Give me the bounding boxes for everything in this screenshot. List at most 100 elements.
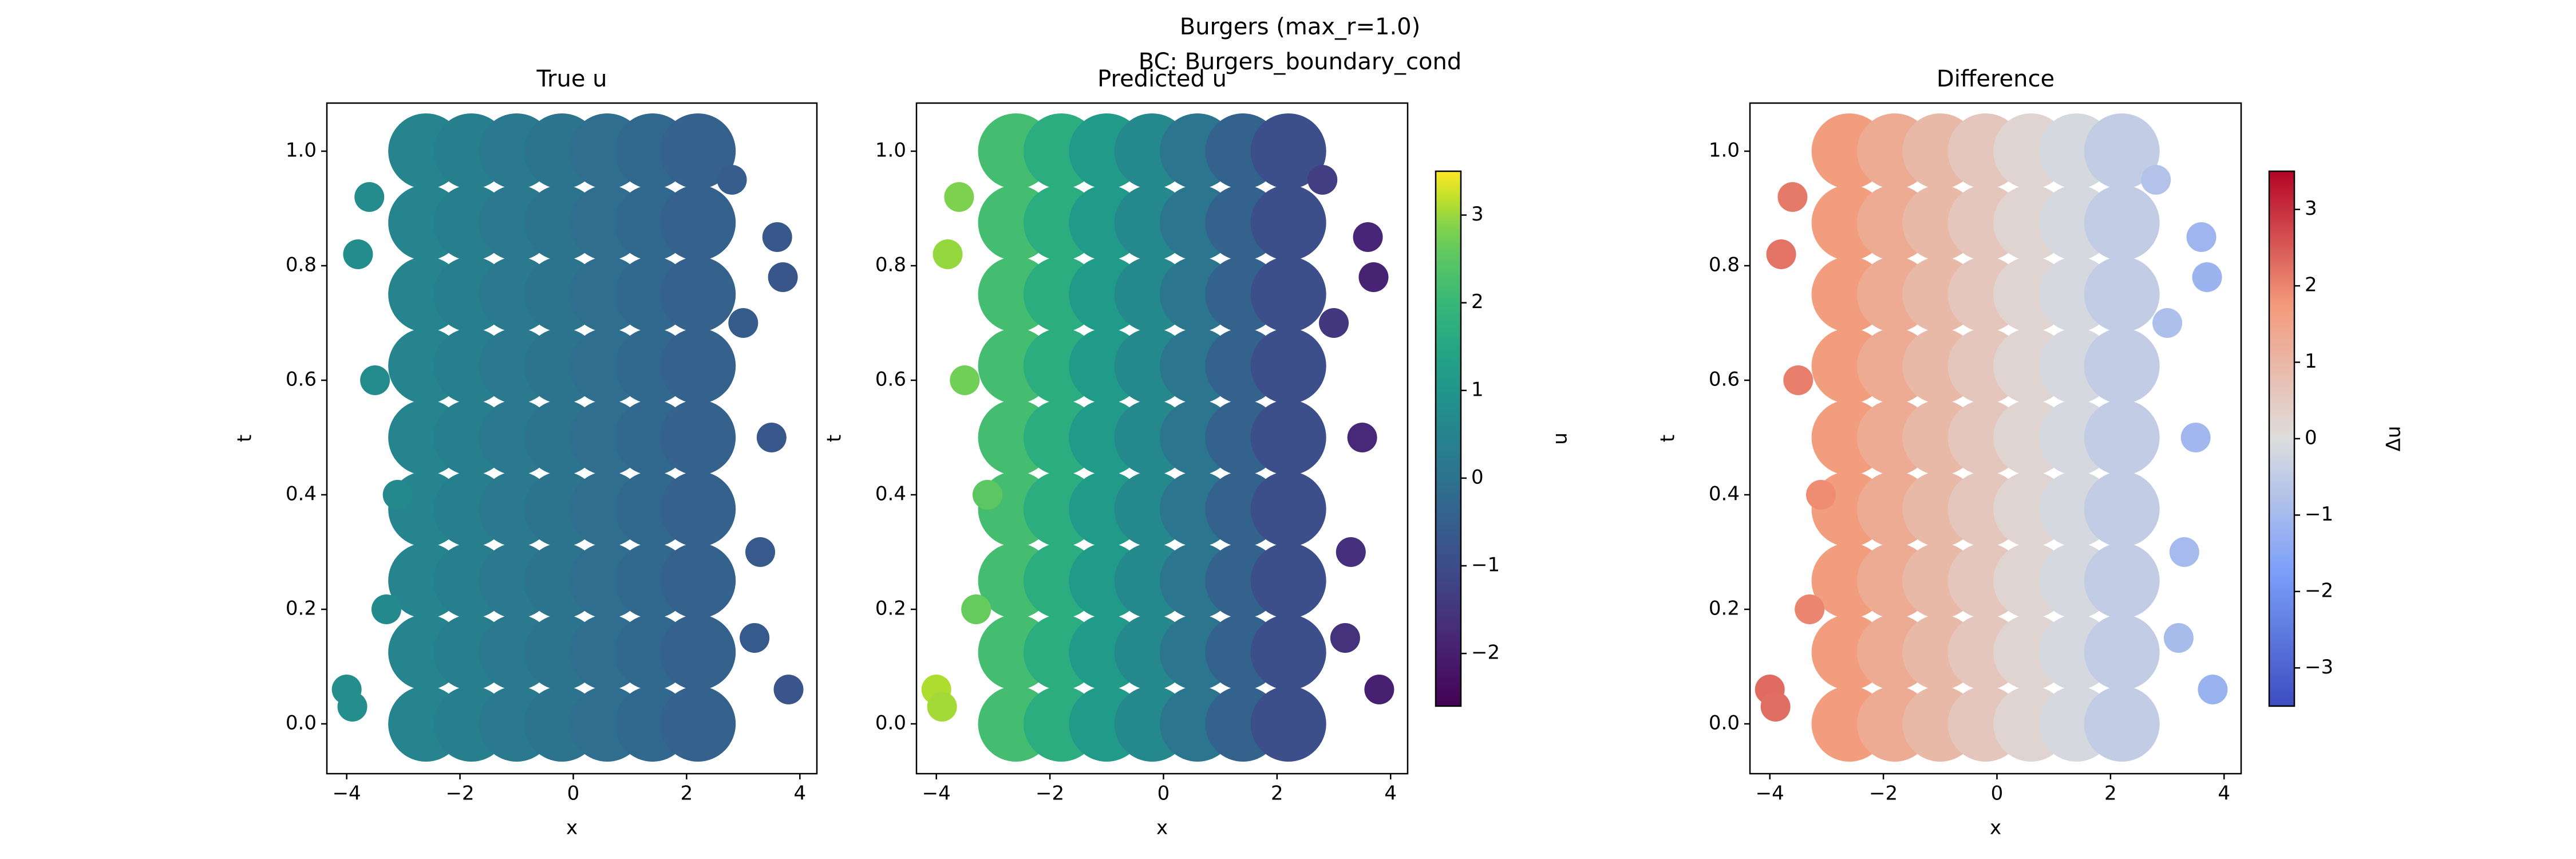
point	[1760, 692, 1791, 722]
point	[1777, 182, 1808, 212]
x-tick-label: −2	[1036, 782, 1064, 805]
point	[768, 262, 798, 292]
colorbar	[2268, 170, 2296, 707]
point	[2084, 185, 2160, 261]
colorbar-tick-label: −2	[2305, 579, 2333, 602]
colorbar-tick-label: −2	[1471, 641, 1500, 664]
point	[1347, 423, 1377, 452]
point	[660, 471, 736, 547]
point	[2198, 675, 2228, 704]
point	[2084, 471, 2160, 547]
point	[1353, 222, 1383, 252]
panel: −4 −2 0 2 4 0.0 0.2 0.4 0.6 0.8 1.0 True u x t	[234, 66, 818, 840]
x-tick-label: −4	[922, 782, 951, 805]
point	[1250, 471, 1326, 547]
point	[1795, 594, 1825, 624]
point	[1250, 185, 1326, 261]
colorbar-tick-label: −3	[2305, 656, 2333, 679]
point	[2152, 308, 2183, 338]
colorbar	[1435, 170, 1462, 707]
colorbar-tick-label: 2	[2305, 274, 2317, 297]
points	[1755, 113, 2228, 762]
point	[337, 692, 368, 722]
figure-title: Burgers (max_r=1.0)	[1180, 14, 1420, 40]
colorbar-tick-label: 0	[1471, 466, 1484, 488]
point	[756, 423, 787, 452]
point	[1250, 400, 1326, 475]
colorbar-tick-label: 1	[1471, 378, 1484, 401]
x-tick-label: 4	[793, 782, 806, 805]
point	[1319, 308, 1349, 338]
x-tick-label: 0	[1991, 782, 2004, 805]
colorbar-tick-label: 3	[2305, 197, 2317, 220]
y-tick-label: 1.0	[286, 139, 317, 162]
point	[961, 594, 991, 624]
y-tick-label: 0.0	[1709, 712, 1740, 735]
point	[717, 165, 747, 195]
y-tick-label: 0.2	[1709, 597, 1740, 620]
points	[921, 113, 1394, 762]
point	[762, 222, 792, 252]
panel-title: True u	[536, 66, 607, 92]
y-tick-label: 0.4	[875, 483, 906, 506]
y-tick-label: 1.0	[875, 139, 906, 162]
point	[382, 480, 413, 510]
point	[927, 692, 957, 722]
panel: −4 −2 0 2 4 0.0 0.2 0.4 0.6 0.8 1.0 Predicted u x t −2…	[823, 66, 1572, 840]
point	[1250, 328, 1326, 404]
y-axis-label: t	[1657, 435, 1680, 442]
y-tick-label: 0.8	[1709, 254, 1740, 277]
y-tick-label: 0.0	[875, 712, 906, 735]
x-tick-label: 0	[1157, 782, 1170, 805]
axes-frame	[326, 102, 818, 775]
point	[944, 182, 974, 212]
point	[740, 623, 770, 653]
colorbar-tick-label: 2	[1471, 290, 1484, 313]
panel-title: Difference	[1937, 66, 2055, 92]
x-tick-label: 0	[567, 782, 580, 805]
point	[2180, 423, 2211, 452]
point	[972, 480, 1002, 510]
point	[343, 239, 373, 269]
point	[360, 365, 390, 395]
point	[1250, 614, 1326, 690]
point	[728, 308, 758, 338]
point	[2084, 257, 2160, 332]
point	[354, 182, 385, 212]
x-tick-label: −4	[333, 782, 361, 805]
x-tick-label: 4	[2218, 782, 2230, 805]
x-tick-label: −2	[1869, 782, 1898, 805]
point	[773, 675, 804, 704]
point	[1358, 262, 1389, 292]
y-tick-label: 0.8	[286, 254, 317, 277]
point	[371, 594, 401, 624]
panel-title: Predicted u	[1097, 66, 1227, 92]
axes-frame	[915, 102, 1409, 775]
figure-subtitle: BC: Burgers_boundary_cond	[1139, 49, 1461, 75]
point	[2186, 222, 2217, 252]
point	[2084, 686, 2160, 762]
colorbar-label: Δu	[2383, 426, 2405, 452]
point	[2192, 262, 2222, 292]
point	[1250, 543, 1326, 618]
colorbar-tick-label: 1	[2305, 350, 2317, 373]
point	[950, 365, 980, 395]
point	[2169, 537, 2199, 567]
y-tick-label: 0.2	[875, 597, 906, 620]
colorbar-tick-label: 0	[2305, 427, 2317, 450]
point	[660, 686, 736, 762]
x-tick-label: 2	[2104, 782, 2117, 805]
point	[1307, 165, 1338, 195]
point	[660, 543, 736, 618]
x-axis-label: x	[1156, 817, 1168, 840]
y-tick-label: 0.4	[1709, 483, 1740, 506]
point	[2141, 165, 2171, 195]
point	[2084, 328, 2160, 404]
point	[660, 328, 736, 404]
y-tick-label: 0.8	[875, 254, 906, 277]
point	[2084, 543, 2160, 618]
point	[1766, 239, 1796, 269]
x-tick-label: −4	[1756, 782, 1784, 805]
point	[660, 257, 736, 332]
